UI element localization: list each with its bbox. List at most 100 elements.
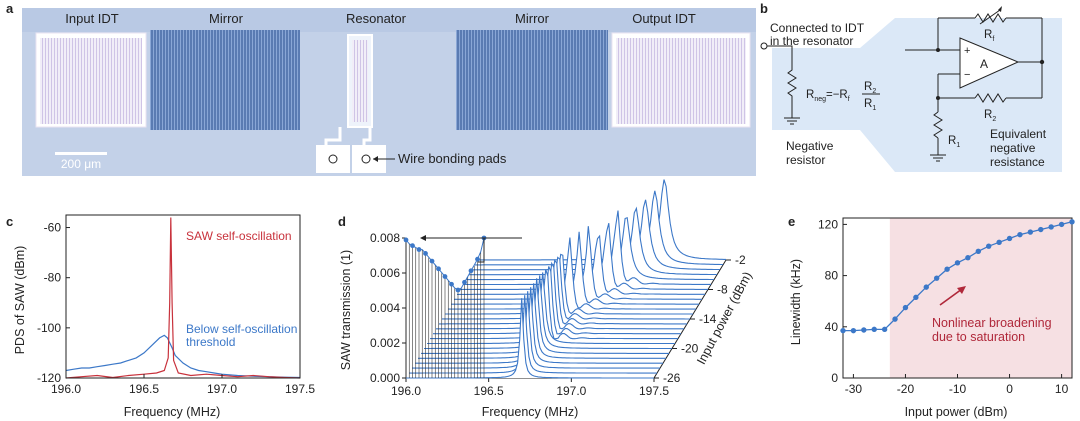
negative-resistor-label-2: resistor	[786, 153, 825, 167]
chart-e-xtick-label: -30	[845, 382, 863, 396]
negative-resistor-label-1: Negative	[786, 139, 834, 153]
label-mirror-left: Mirror	[209, 11, 244, 26]
chart-c-xlabel: Frequency (MHz)	[124, 405, 221, 419]
chart-d-trace-mask	[478, 179, 726, 260]
chart-e-point	[933, 275, 940, 281]
chart-d-trace	[409, 295, 657, 374]
panel-label-c: c	[6, 214, 13, 229]
left-mirror	[150, 30, 300, 130]
chart-d-trace	[451, 231, 699, 305]
chart-e-point	[1048, 224, 1054, 230]
equiv-label-2: negative	[990, 141, 1036, 155]
chart-c-series-line	[65, 334, 301, 379]
pads-label: Wire bonding pads	[398, 151, 507, 166]
chart-d-trace	[424, 275, 672, 350]
input-idt-fingers	[40, 38, 142, 124]
chart-c-annotation-blue-1: Below self-oscillation	[186, 322, 297, 336]
panel-d: d 0.000 0.002 0.004 0.006 0.008 196.0 196.5 197…	[338, 179, 755, 419]
chart-d-trace-mask	[475, 190, 723, 265]
chart-e-point	[850, 327, 857, 334]
chart-e-annotation-2: due to saturation	[932, 330, 1025, 344]
frac-numerator: R2	[864, 81, 876, 95]
panel-a: a Wire bonding pads Input IDT Mirror Res…	[6, 1, 756, 176]
chart-d-projection-point	[468, 268, 474, 274]
negative-resistor-symbol	[767, 45, 797, 118]
chart-c-xtick-label: 196.5	[129, 382, 159, 396]
rf-label: Rf	[984, 29, 994, 43]
chart-d-projection	[403, 235, 487, 378]
terminal-node	[760, 42, 768, 50]
bonding-pad-left	[316, 145, 350, 173]
chart-d-trace	[445, 253, 693, 315]
r1-label: R1	[948, 135, 960, 149]
chart-c-ytick-label: -100	[37, 321, 61, 335]
panel-label-a: a	[6, 1, 14, 16]
chart-e-point	[1027, 229, 1034, 235]
chart-d-xtick-label: 196.5	[474, 384, 504, 398]
chart-d-ylabel: SAW transmission (1)	[339, 250, 353, 370]
chart-d-projection-point	[436, 266, 441, 272]
chart-c-series-line	[65, 217, 301, 379]
chart-e-point	[944, 266, 950, 272]
chart-d-ytick-label: 0.002	[370, 336, 400, 350]
chart-e-point	[913, 294, 919, 301]
pot-arrow	[998, 6, 1002, 12]
chart-d-trace	[406, 298, 654, 379]
chart-e-point	[1006, 235, 1013, 242]
chart-d-trace-mask	[448, 237, 696, 310]
chart-e-point	[1069, 219, 1075, 225]
chart-e-point	[840, 327, 846, 334]
chart-e-ytick-label: 0	[831, 371, 838, 385]
chart-c-xtick-label: 197.5	[285, 382, 315, 396]
chart-d-trace-mask	[451, 231, 699, 305]
chart-d-projection-point	[416, 247, 422, 252]
label-output-idt: Output IDT	[632, 11, 696, 26]
chart-e-annotation-arrowhead	[957, 286, 966, 294]
chart-d-trace	[448, 237, 696, 310]
chart-e-ylabel: Linewidth (kHz)	[789, 259, 803, 345]
chart-e-point	[861, 327, 867, 333]
chart-d-ztick-label: -14	[699, 312, 717, 326]
chart-c-ytick-label: -60	[44, 221, 62, 235]
chart-e-plot: -30 -20 -10 0 10 0 40 80 120	[818, 217, 1075, 396]
chart-d-trace	[415, 287, 663, 364]
chart-e-point	[871, 326, 877, 333]
chart-e-annotation-1: Nonlinear broadening	[932, 316, 1052, 330]
chart-d-trace	[478, 179, 726, 261]
r2-label: R2	[984, 109, 996, 123]
chart-d-trace	[421, 278, 669, 354]
connected-label-2: in the resonator	[770, 34, 853, 48]
chart-d-xlabel: Frequency (MHz)	[482, 405, 579, 419]
label-input-idt: Input IDT	[65, 11, 119, 26]
chart-d-xtick-label: 197.5	[639, 384, 669, 398]
output-idt-fingers	[616, 38, 746, 124]
chart-e-xtick-label: 10	[1055, 382, 1069, 396]
panel-b: b Connected to IDT in the resonator Rneg…	[760, 1, 1062, 172]
chart-e-xtick-label: 0	[1006, 382, 1013, 396]
chart-d-trace	[427, 272, 675, 345]
chart-d-arrowhead	[420, 235, 426, 241]
chart-e-shade	[889, 218, 1072, 378]
chart-c-frame	[65, 214, 301, 379]
panel-c: c 196.0 196.5 197.0 197.5 -60 -80 -100 -120 SAW…	[6, 214, 315, 419]
panel-label-d: d	[338, 214, 346, 229]
chart-e-xtick-label: -10	[949, 382, 967, 396]
label-resonator: Resonator	[346, 11, 407, 26]
frac-denominator: R1	[864, 98, 876, 112]
chart-e-point	[965, 254, 971, 261]
chart-c-axes: 196.0 196.5 197.0 197.5 -60 -80 -100 -120	[37, 214, 315, 396]
chart-d-xtick-label: 197.0	[556, 384, 586, 398]
scale-bar	[55, 152, 107, 155]
chart-e-point	[986, 243, 992, 249]
chart-e-point	[881, 326, 888, 333]
chart-d-projection-point	[423, 251, 428, 256]
panel-label-b: b	[760, 1, 768, 16]
chart-d-plot: 0.000 0.002 0.004 0.006 0.008 196.0 196.5 197.0…	[370, 179, 746, 398]
chart-d-trace	[418, 283, 666, 359]
chart-d-trace	[442, 256, 690, 320]
chart-e-xtick-label: -20	[897, 382, 915, 396]
chart-e-ytick-label: 120	[818, 217, 838, 231]
chart-d-xtick-label: 196.0	[391, 384, 421, 398]
chart-e-ytick-label: 40	[825, 320, 839, 334]
chart-e-point	[902, 304, 909, 311]
